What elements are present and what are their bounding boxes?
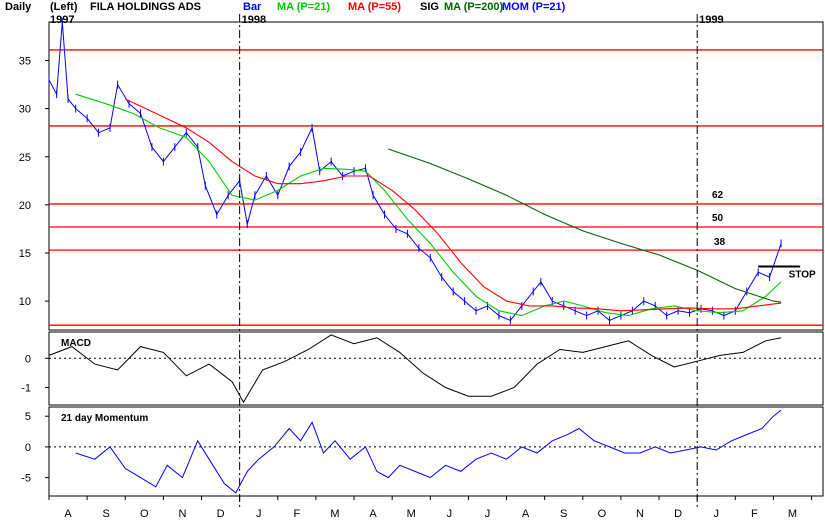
macd-line	[48, 334, 782, 404]
legend-item: MA (P=200)	[444, 1, 504, 13]
y-tick-label: 0	[25, 442, 31, 454]
y-tick-label: 30	[19, 104, 31, 116]
year-label: 1998	[242, 14, 266, 26]
month-label: S	[103, 508, 110, 520]
y-tick-label: 25	[19, 152, 31, 164]
month-label: N	[636, 508, 644, 520]
macd-panel: 0 -1 MACD	[21, 331, 824, 406]
month-label: N	[178, 508, 186, 520]
month-label: O	[140, 508, 149, 520]
month-label: F	[293, 508, 300, 520]
month-label: J	[485, 508, 491, 520]
price-series-line	[75, 93, 782, 317]
header-scale: (Left)	[50, 1, 78, 13]
month-label: M	[330, 508, 339, 520]
month-label: J	[256, 508, 262, 520]
month-label: F	[751, 508, 758, 520]
legend-item: MOM (P=21)	[502, 1, 566, 13]
y-tick-label: 10	[19, 296, 31, 308]
month-label: A	[522, 508, 530, 520]
momentum-panel: 5 0 -5 21 day Momentum	[21, 406, 824, 497]
legend-item: Bar	[243, 1, 262, 13]
month-label: S	[560, 508, 567, 520]
y-tick-label: -1	[21, 382, 31, 394]
panel-title: MACD	[61, 338, 91, 349]
month-label: M	[788, 508, 797, 520]
stop-label: STOP	[789, 269, 816, 280]
price-series-line	[48, 21, 782, 322]
month-label: D	[674, 508, 682, 520]
y-tick-label: 0	[25, 353, 31, 365]
legend-item: MA (P=21)	[277, 1, 330, 13]
legend: Bar MA (P=21) MA (P=55) SIG MA (P=200)MOM (P…	[243, 1, 566, 13]
legend-item: SIG	[420, 1, 439, 13]
header-ticker: FILA HOLDINGS ADS	[90, 1, 201, 13]
year-label: 1999	[699, 14, 723, 26]
y-tick-label: 20	[19, 200, 31, 212]
y-tick-label: 15	[19, 248, 31, 260]
month-label: A	[64, 508, 72, 520]
month-label: D	[217, 508, 225, 520]
panel-frame	[48, 406, 824, 497]
price-series-line	[125, 98, 782, 312]
panel-frame	[48, 331, 824, 406]
y-tick-label: -5	[21, 473, 31, 485]
month-label: O	[598, 508, 607, 520]
month-label: M	[407, 508, 416, 520]
fib-label: 62	[712, 190, 724, 201]
fib-label-38: 38	[714, 237, 726, 248]
month-label: J	[447, 508, 453, 520]
price-panel: 10 15 20 25 30 35 62 50 38 STOP	[19, 18, 824, 331]
panel-title: 21 day Momentum	[61, 413, 148, 424]
month-label: J	[713, 508, 719, 520]
panel-frame	[48, 21, 824, 331]
legend-item: MA (P=55)	[348, 1, 401, 13]
y-tick-label: 35	[19, 56, 31, 68]
y-tick-label: 5	[25, 411, 31, 423]
fib-label: 50	[712, 213, 724, 224]
header-period: Daily	[5, 1, 32, 13]
month-label: A	[369, 508, 377, 520]
x-axis: ASONDJFMAMJJASONDJFMAM	[48, 496, 813, 520]
momentum-line	[75, 409, 782, 494]
price-series-line	[388, 148, 782, 303]
